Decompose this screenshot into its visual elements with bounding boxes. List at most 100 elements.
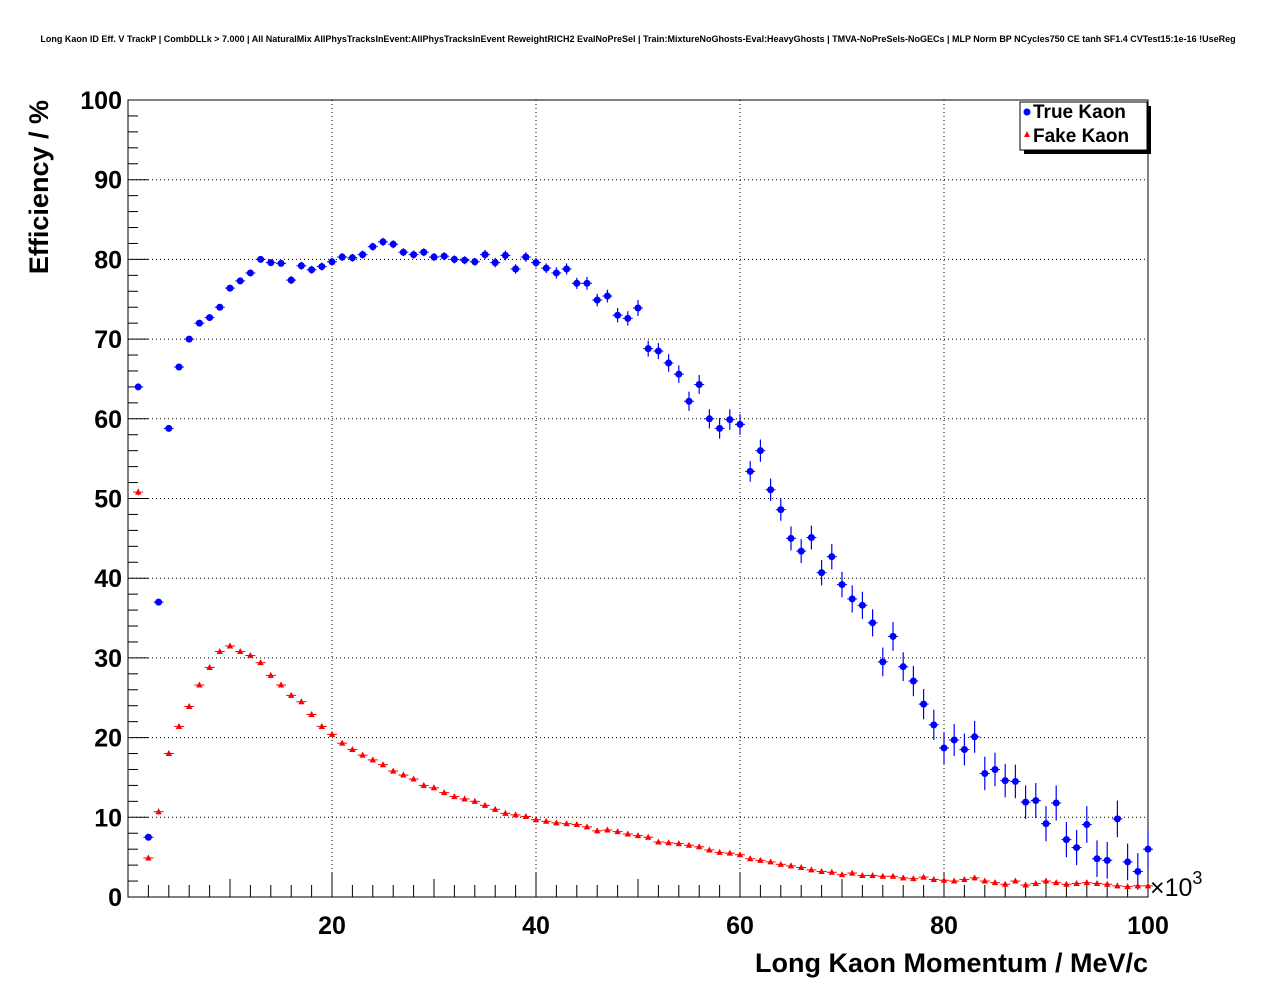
data-point-true-kaon (491, 259, 499, 267)
data-point-true-kaon (206, 314, 214, 322)
data-point-fake-kaon (573, 820, 580, 827)
data-point-fake-kaon (318, 722, 325, 729)
data-point-fake-kaon (859, 871, 866, 878)
data-point-true-kaon (675, 370, 683, 378)
data-point-true-kaon (920, 700, 928, 708)
data-point-fake-kaon (940, 876, 948, 883)
y-tick-label: 0 (108, 884, 122, 912)
data-point-fake-kaon (1042, 877, 1050, 884)
data-point-fake-kaon (971, 874, 978, 881)
data-point-true-kaon (216, 303, 224, 311)
x-axis-exponent: ×103 (1150, 868, 1202, 902)
data-point-fake-kaon (390, 767, 397, 774)
x-tick-label: 100 (1127, 912, 1169, 940)
data-point-true-kaon (818, 569, 826, 577)
data-point-true-kaon (838, 581, 846, 589)
data-point-fake-kaon (716, 848, 723, 855)
data-point-fake-kaon (512, 811, 519, 818)
data-point-true-kaon (991, 765, 999, 773)
data-point-fake-kaon (614, 828, 621, 835)
data-point-true-kaon (828, 553, 836, 561)
data-point-true-kaon (144, 833, 152, 841)
data-point-fake-kaon (869, 871, 876, 878)
data-point-fake-kaon (930, 875, 937, 882)
data-point-fake-kaon (379, 761, 387, 768)
data-point-fake-kaon (1022, 881, 1029, 888)
data-point-true-kaon (685, 397, 693, 405)
data-point-true-kaon (909, 677, 917, 685)
data-point-fake-kaon (604, 826, 611, 833)
data-point-true-kaon (552, 269, 560, 277)
legend-marker-true-kaon (1023, 108, 1031, 116)
data-point-true-kaon (522, 253, 530, 261)
y-tick-label: 10 (94, 804, 122, 832)
data-point-fake-kaon (430, 784, 438, 791)
data-point-fake-kaon (1012, 877, 1019, 884)
data-point-fake-kaon (135, 488, 142, 495)
data-point-fake-kaon (155, 808, 162, 815)
data-point-true-kaon (624, 314, 632, 322)
axis-tick-labels: 0 10 20 30 40 50 60 70 80 90 100 20 40 60 80 100 (80, 87, 1169, 940)
y-tick-label: 100 (80, 87, 122, 115)
data-point-true-kaon (930, 721, 938, 729)
data-point-true-kaon (726, 416, 734, 424)
data-point-true-kaon (736, 420, 744, 428)
data-point-true-kaon (1113, 815, 1121, 823)
data-point-fake-kaon (543, 817, 550, 824)
data-point-fake-kaon (838, 871, 846, 878)
data-point-true-kaon (654, 347, 662, 355)
data-point-fake-kaon (910, 875, 917, 882)
data-point-fake-kaon (441, 789, 448, 796)
data-point-fake-kaon (736, 851, 744, 858)
data-point-true-kaon (797, 547, 805, 555)
data-point-true-kaon (471, 258, 479, 266)
data-point-fake-kaon (186, 703, 193, 710)
data-point-fake-kaon (1073, 879, 1080, 886)
data-point-true-kaon (328, 258, 336, 266)
data-point-fake-kaon (165, 750, 172, 757)
data-point-fake-kaon (481, 801, 489, 808)
series-fake-kaon (133, 488, 1153, 890)
data-point-fake-kaon (798, 864, 805, 871)
data-point-true-kaon (450, 255, 458, 263)
legend-marker-fake-kaon (1024, 131, 1030, 137)
data-point-true-kaon (267, 259, 275, 267)
data-point-fake-kaon (828, 868, 835, 875)
y-tick-label: 40 (94, 565, 122, 593)
data-point-fake-kaon (777, 860, 784, 867)
data-point-fake-kaon (237, 648, 244, 655)
data-point-true-kaon (777, 506, 785, 514)
data-point-fake-kaon (849, 869, 856, 876)
data-point-fake-kaon (277, 681, 285, 688)
data-point-fake-kaon (767, 858, 774, 865)
data-point-true-kaon (501, 251, 509, 259)
data-point-fake-kaon (471, 797, 478, 804)
data-point-true-kaon (1073, 844, 1081, 852)
data-point-fake-kaon (328, 730, 336, 737)
data-point-true-kaon (563, 265, 571, 273)
data-point-true-kaon (787, 534, 795, 542)
data-point-true-kaon (512, 265, 520, 273)
data-point-fake-kaon (1144, 882, 1152, 889)
data-point-true-kaon (175, 363, 183, 371)
data-point-fake-kaon (247, 652, 254, 659)
series-true-kaon (133, 237, 1153, 890)
data-point-fake-kaon (1104, 880, 1111, 887)
data-point-fake-kaon (563, 820, 570, 827)
y-tick-label: 20 (94, 725, 122, 753)
data-point-true-kaon (195, 319, 203, 327)
data-point-fake-kaon (502, 809, 509, 816)
data-point-fake-kaon (634, 832, 642, 839)
data-point-fake-kaon (900, 874, 907, 881)
data-point-fake-kaon (624, 830, 631, 837)
data-point-fake-kaon (583, 823, 591, 830)
data-point-fake-kaon (726, 849, 733, 856)
data-point-fake-kaon (706, 846, 713, 853)
data-point-fake-kaon (1124, 883, 1131, 890)
data-point-fake-kaon (308, 710, 315, 717)
data-point-true-kaon (338, 253, 346, 261)
data-point-true-kaon (665, 359, 673, 367)
data-point-fake-kaon (175, 722, 183, 729)
x-tick-label: 40 (522, 912, 550, 940)
y-tick-label: 30 (94, 645, 122, 673)
